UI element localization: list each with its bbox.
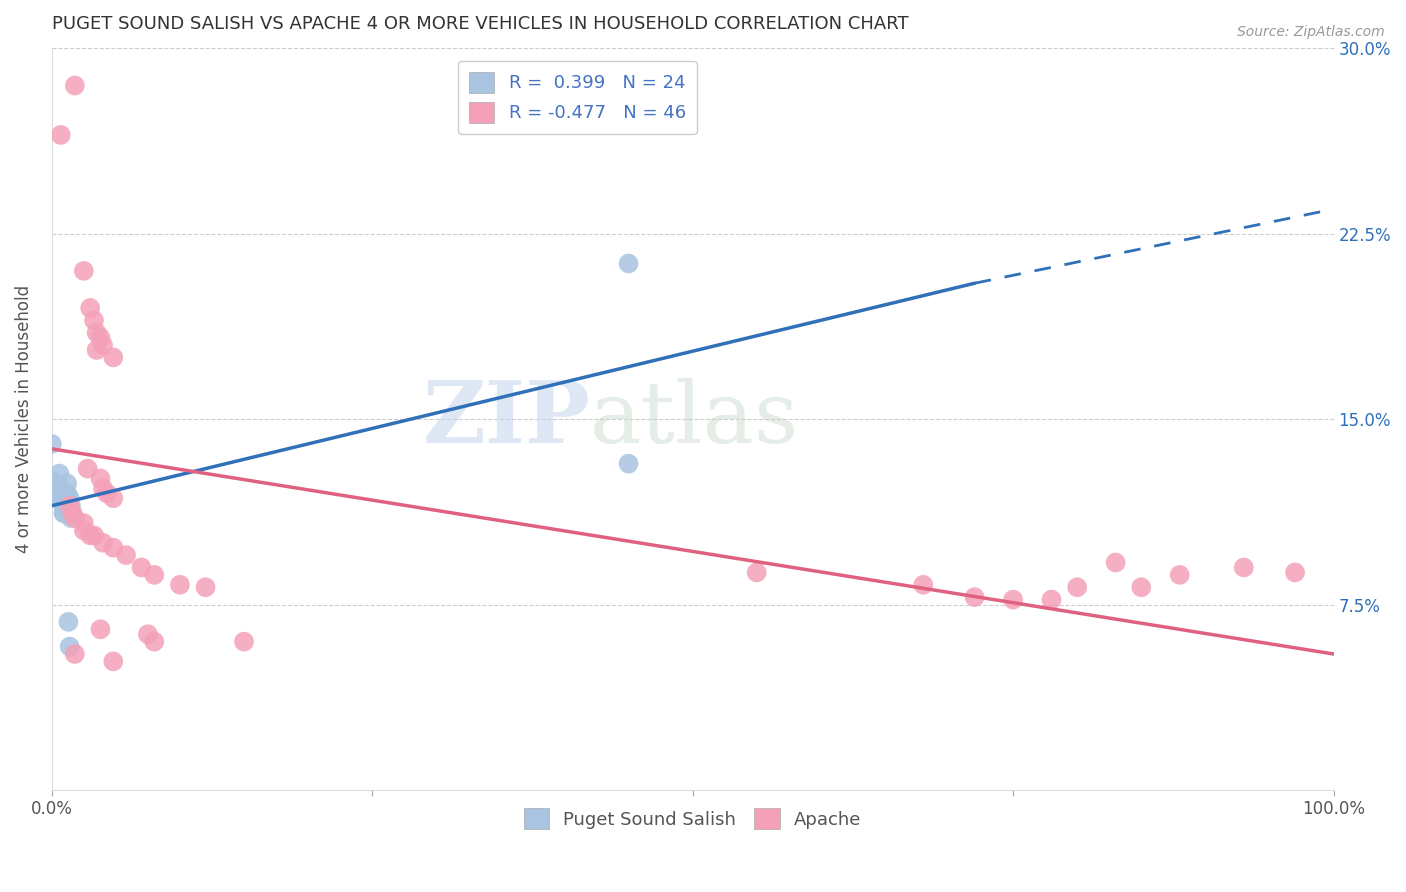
Point xyxy=(48,467,70,481)
Point xyxy=(745,566,768,580)
Point xyxy=(1284,566,1306,580)
Point xyxy=(91,482,114,496)
Point xyxy=(73,516,96,530)
Point xyxy=(1233,560,1256,574)
Point xyxy=(52,499,75,513)
Point xyxy=(86,343,108,357)
Point xyxy=(63,647,86,661)
Point xyxy=(1168,567,1191,582)
Point xyxy=(103,351,125,365)
Point xyxy=(1040,592,1063,607)
Point xyxy=(912,578,935,592)
Text: PUGET SOUND SALISH VS APACHE 4 OR MORE VEHICLES IN HOUSEHOLD CORRELATION CHART: PUGET SOUND SALISH VS APACHE 4 OR MORE V… xyxy=(52,15,908,33)
Point xyxy=(136,627,159,641)
Point xyxy=(49,482,72,496)
Point xyxy=(89,330,111,344)
Point xyxy=(103,541,125,555)
Point xyxy=(103,491,125,506)
Point xyxy=(58,496,80,510)
Point xyxy=(53,496,76,510)
Point xyxy=(89,622,111,636)
Point xyxy=(55,491,77,506)
Point xyxy=(617,256,640,270)
Point xyxy=(91,535,114,549)
Point xyxy=(59,499,82,513)
Point xyxy=(46,491,69,506)
Text: atlas: atlas xyxy=(591,377,799,461)
Point xyxy=(59,640,82,654)
Legend: Puget Sound Salish, Apache: Puget Sound Salish, Apache xyxy=(516,801,869,837)
Point xyxy=(1104,556,1126,570)
Point xyxy=(60,506,83,520)
Point xyxy=(83,313,105,327)
Point xyxy=(194,580,217,594)
Point xyxy=(49,128,72,142)
Point xyxy=(63,78,86,93)
Point xyxy=(53,486,76,500)
Point xyxy=(79,528,101,542)
Point xyxy=(103,654,125,668)
Text: ZIP: ZIP xyxy=(422,377,591,461)
Point xyxy=(86,326,108,340)
Point xyxy=(83,528,105,542)
Point xyxy=(1130,580,1153,594)
Point xyxy=(63,511,86,525)
Point xyxy=(53,506,76,520)
Point xyxy=(1002,592,1025,607)
Point xyxy=(115,548,138,562)
Point xyxy=(56,476,79,491)
Point xyxy=(89,471,111,485)
Point xyxy=(76,461,98,475)
Point xyxy=(233,634,256,648)
Text: Source: ZipAtlas.com: Source: ZipAtlas.com xyxy=(1237,25,1385,39)
Y-axis label: 4 or more Vehicles in Household: 4 or more Vehicles in Household xyxy=(15,285,32,553)
Point xyxy=(59,511,82,525)
Point xyxy=(73,524,96,538)
Point xyxy=(963,590,986,604)
Point xyxy=(96,486,118,500)
Point xyxy=(58,615,80,629)
Point xyxy=(131,560,153,574)
Point xyxy=(58,506,80,520)
Point xyxy=(73,264,96,278)
Point xyxy=(59,499,82,513)
Point xyxy=(169,578,191,592)
Point xyxy=(52,506,75,520)
Point xyxy=(91,338,114,352)
Point xyxy=(1066,580,1088,594)
Point xyxy=(41,437,63,451)
Point xyxy=(51,491,73,506)
Point xyxy=(41,474,63,488)
Point xyxy=(143,567,166,582)
Point xyxy=(617,457,640,471)
Point xyxy=(56,486,79,500)
Point xyxy=(79,301,101,315)
Point xyxy=(143,634,166,648)
Point xyxy=(60,506,83,520)
Point xyxy=(59,491,82,506)
